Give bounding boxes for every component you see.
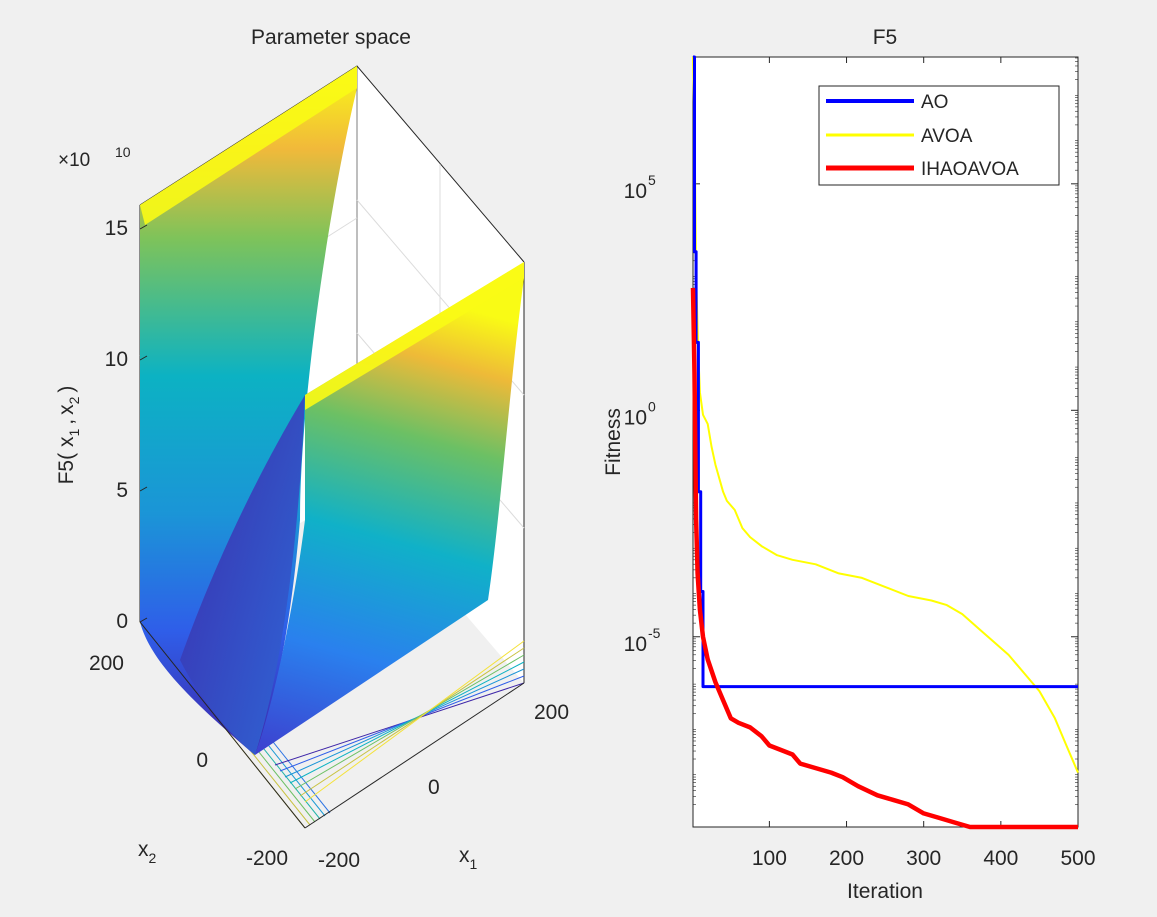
x2-tick-0: 0 [196,749,208,772]
x-tick-label-200: 200 [829,847,864,870]
z-axis-label: F5( x1,x2) [55,386,82,485]
y-tick-exp--5: -5 [648,625,661,641]
x1-label-sub: 1 [470,856,478,872]
z-exponent-prefix: ×10 [58,150,90,171]
z-label-comma: , [55,419,78,425]
z-tick-15: 15 [105,217,128,240]
x1-axis-label: x1 [459,844,478,872]
line-title: F5 [873,26,898,49]
surface-floor-edge-x2 [139,621,306,829]
x1-label-main: x [459,844,470,867]
x-ticks-group: 100 200 300 400 500 [752,57,1096,870]
x-tick-label-300: 300 [906,847,941,870]
x2-axis-label: x2 [138,838,157,866]
line-xlabel: Iteration [847,880,923,903]
z-tick-0: 0 [116,610,128,633]
legend-label-ihaoavoa: IHAOAVOA [921,159,1019,180]
z-label-main: F5( [55,453,78,485]
x1-tick-0: 0 [428,776,440,799]
y-tick-exp-0: 0 [648,398,656,414]
surface-top-edge [140,66,357,225]
x-tick-label-500: 500 [1060,847,1095,870]
z-tick-marks [139,224,148,623]
surface-title: Parameter space [251,26,411,49]
series-group [690,55,1079,830]
x2-tick-200: 200 [89,652,124,675]
surface-right-top-edge [305,262,524,410]
z-label-x1: x [55,436,78,447]
surface-plot: Parameter space [55,26,569,872]
z-label-close: ) [55,386,78,393]
x1-tick-neg200: -200 [318,849,360,872]
series-line-ao [693,55,1078,689]
x-tick-label-400: 400 [983,847,1018,870]
y-tick-base-5: 10 [624,180,647,203]
x2-label-sub: 2 [149,850,157,866]
x2-label-main: x [138,838,149,861]
y-tick-exp-5: 5 [648,172,656,188]
series-line-ihaoavoa [690,287,1078,830]
z-exponent-power: 10 [115,144,131,160]
y-tick-base--5: 10 [624,633,647,656]
z-label-x2: x [55,404,78,415]
line-ylabel: Fitness [602,408,625,476]
legend: AO AVOA IHAOAVOA [818,85,1060,186]
z-tick-10: 10 [105,348,128,371]
floor-contours-right [274,640,525,803]
legend-label-avoa: AVOA [921,126,973,147]
series-line-avoa [692,56,1079,773]
z-label-sub2: 2 [66,396,82,404]
surface-left-wall [140,66,357,755]
legend-label-ao: AO [921,92,948,113]
x-tick-label-100: 100 [752,847,787,870]
z-tick-5: 5 [116,479,128,502]
surface-floor-edge-x1 [304,682,525,829]
x1-tick-200: 200 [534,701,569,724]
x2-tick-neg200: -200 [246,847,288,870]
y-tick-base-0: 10 [624,406,647,429]
z-label-sub1: 1 [66,429,82,437]
surface-bottom-fill [180,395,305,755]
